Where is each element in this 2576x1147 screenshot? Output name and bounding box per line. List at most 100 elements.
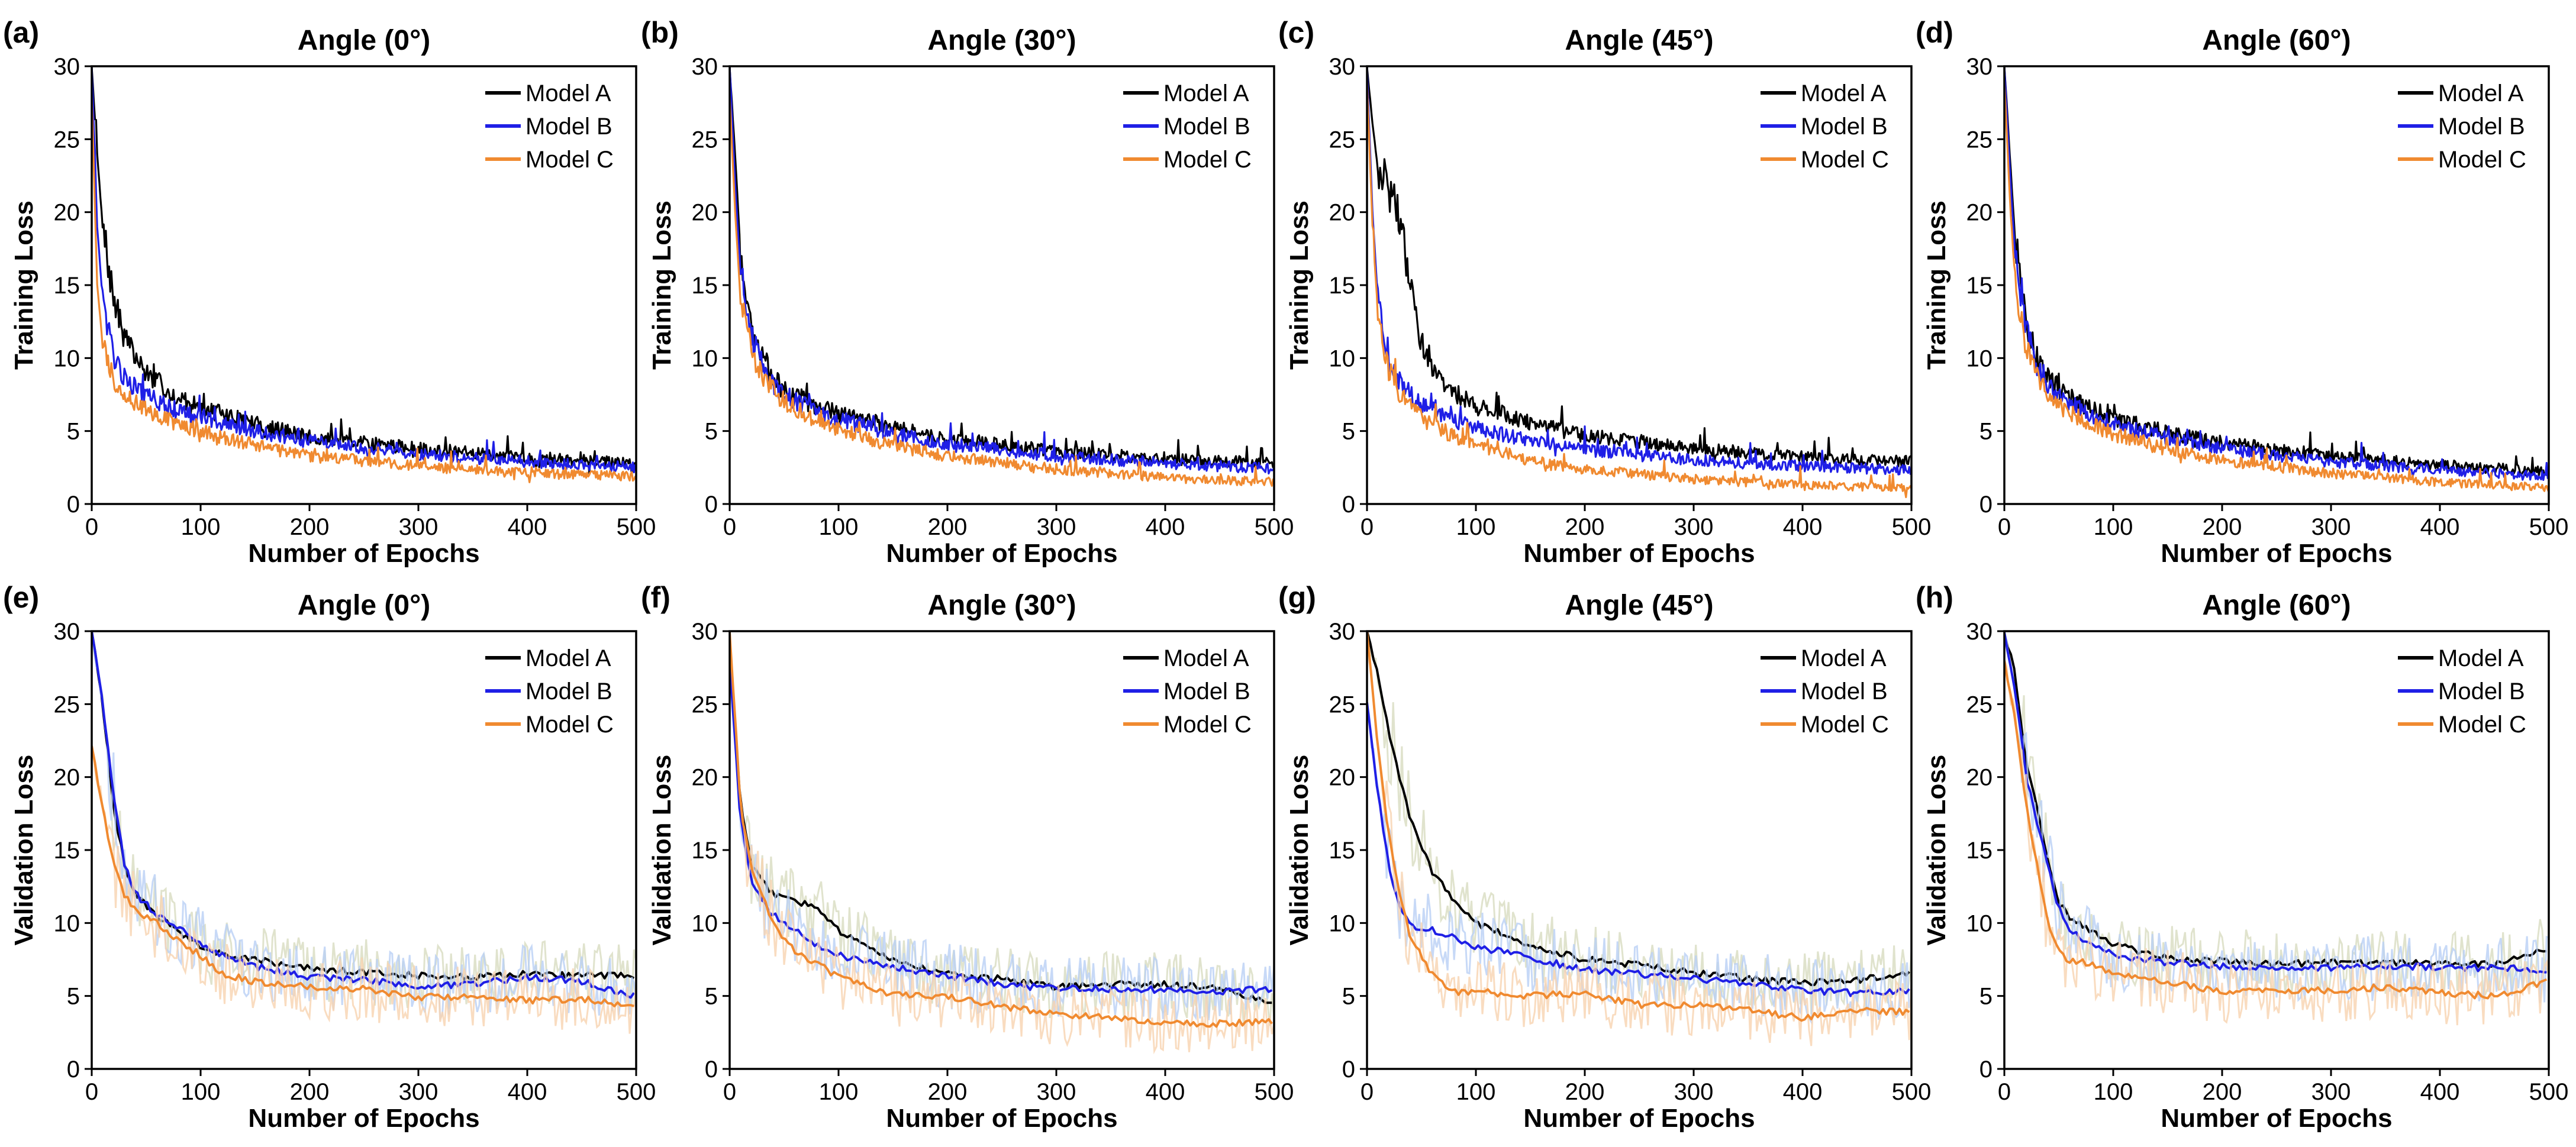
legend-label-1: Model B: [1801, 114, 1888, 140]
y-axis-label: Training Loss: [9, 201, 38, 370]
y-tick-label: 5: [1342, 419, 1355, 445]
series-line-1: [2004, 632, 2547, 974]
y-tick-label: 15: [1329, 838, 1356, 864]
y-tick-label: 20: [54, 200, 80, 226]
y-tick-label: 5: [1979, 984, 1993, 1010]
x-tick-label: 500: [1892, 1079, 1932, 1105]
y-tick-label: 0: [67, 492, 80, 518]
y-tick-label: 10: [1966, 345, 1993, 371]
series-line-0: [2004, 66, 2549, 477]
x-tick-label: 100: [819, 514, 859, 540]
legend-label-0: Model A: [525, 645, 611, 671]
y-tick-label: 20: [1966, 200, 1993, 226]
y-tick-label: 10: [692, 910, 718, 936]
x-tick-label: 300: [399, 1079, 439, 1105]
chart-title: Angle (60°): [2202, 25, 2351, 56]
y-tick-label: 10: [1329, 910, 1356, 936]
y-tick-label: 25: [1329, 127, 1356, 153]
x-tick-label: 500: [1255, 514, 1294, 540]
y-tick-label: 0: [1342, 492, 1355, 518]
x-tick-label: 0: [1998, 514, 2011, 540]
x-tick-label: 200: [928, 1079, 968, 1105]
series-raw-2: [1367, 631, 1911, 1046]
x-tick-label: 500: [1892, 514, 1932, 540]
plot-area: [92, 631, 636, 1034]
series-raw-2: [730, 632, 1274, 1055]
y-tick-label: 25: [1329, 692, 1356, 718]
y-tick-label: 30: [1329, 54, 1356, 80]
legend-label-1: Model B: [1801, 678, 1888, 705]
x-tick-label: 100: [181, 514, 221, 540]
y-tick-label: 30: [692, 619, 718, 645]
x-tick-label: 0: [723, 1079, 736, 1105]
x-axis-label: Number of Epochs: [248, 1104, 479, 1133]
x-tick-label: 100: [819, 1079, 859, 1105]
y-tick-label: 15: [1966, 838, 1993, 864]
panel-label: (g): [1278, 581, 1316, 614]
panel-4: (e) Angle (0°) 0 100 200 300 400 500 0 5 10 15 20 25 3…: [3, 581, 656, 1133]
legend-label-1: Model B: [525, 114, 612, 140]
y-tick-label: 0: [705, 1056, 718, 1083]
series-line-0: [730, 648, 1272, 1004]
y-tick-label: 25: [1966, 692, 1993, 718]
y-tick-label: 30: [1329, 619, 1356, 645]
x-tick-label: 100: [1456, 1079, 1496, 1105]
plot-area: [730, 67, 1274, 487]
y-tick-label: 25: [54, 127, 80, 153]
y-axis-label: Validation Loss: [1285, 755, 1314, 946]
y-tick-label: 0: [67, 1056, 80, 1083]
legend-label-0: Model A: [2438, 80, 2524, 106]
chart-title: Angle (0°): [298, 590, 431, 621]
legend-label-1: Model B: [2438, 678, 2525, 705]
x-tick-label: 100: [181, 1079, 221, 1105]
y-axis-label: Training Loss: [1285, 201, 1314, 370]
y-tick-label: 10: [1329, 345, 1356, 371]
panel-label: (b): [641, 16, 679, 49]
plot-area: [1367, 66, 1911, 499]
x-tick-label: 400: [1146, 514, 1185, 540]
x-tick-label: 500: [2529, 1079, 2569, 1105]
series-line-2: [92, 745, 634, 1007]
legend-label-2: Model C: [2438, 147, 2526, 173]
series-line-0: [1367, 66, 1911, 468]
chart-title: Angle (45°): [1565, 590, 1713, 621]
y-axis-label: Training Loss: [1922, 201, 1951, 370]
legend-label-2: Model C: [1163, 147, 1252, 173]
legend-label-0: Model A: [525, 80, 611, 106]
x-tick-label: 400: [1783, 514, 1823, 540]
x-tick-label: 400: [1146, 1079, 1185, 1105]
x-tick-label: 200: [2203, 514, 2242, 540]
y-tick-label: 0: [1979, 492, 1993, 518]
legend-label-1: Model B: [1163, 114, 1250, 140]
legend-label-2: Model C: [525, 147, 614, 173]
x-tick-label: 400: [2420, 1079, 2460, 1105]
legend-label-0: Model A: [1163, 80, 1249, 106]
panel-5: (f) Angle (30°) 0 100 200 300 400 500 0 5 10 15 20 25…: [641, 581, 1294, 1133]
y-tick-label: 15: [54, 838, 80, 864]
x-tick-label: 200: [1565, 514, 1605, 540]
y-tick-label: 15: [1329, 273, 1356, 299]
panel-6: (g) Angle (45°) 0 100 200 300 400 500 0 5 10 15 20 25…: [1278, 581, 1931, 1133]
panel-2: (c) Angle (45°) 0 100 200 300 400 500 0 5 10 15 20 25…: [1278, 16, 1931, 568]
plot-area: [2004, 631, 2549, 1026]
plot-area: [1367, 631, 1911, 1046]
y-tick-label: 20: [692, 765, 718, 791]
legend-label-0: Model A: [2438, 645, 2524, 671]
x-tick-label: 400: [1783, 1079, 1823, 1105]
x-tick-label: 500: [617, 514, 656, 540]
x-tick-label: 0: [1998, 1079, 2011, 1105]
y-tick-label: 20: [692, 200, 718, 226]
panel-label: (c): [1278, 16, 1314, 49]
y-tick-label: 25: [692, 692, 718, 718]
x-tick-label: 0: [1360, 1079, 1374, 1105]
x-axis-label: Number of Epochs: [2161, 1104, 2392, 1133]
y-tick-label: 10: [54, 345, 80, 371]
plot-area: [2004, 66, 2549, 493]
x-tick-label: 400: [508, 1079, 547, 1105]
series-raw-0: [1367, 631, 1911, 1014]
x-tick-label: 300: [399, 514, 439, 540]
series-line-2: [730, 96, 1274, 487]
x-axis-label: Number of Epochs: [1523, 1104, 1755, 1133]
panel-0: (a) Angle (0°) 0 100 200 300 400 500 0 5 10 15 20 25 3…: [3, 16, 656, 568]
legend-label-2: Model C: [1163, 712, 1252, 738]
